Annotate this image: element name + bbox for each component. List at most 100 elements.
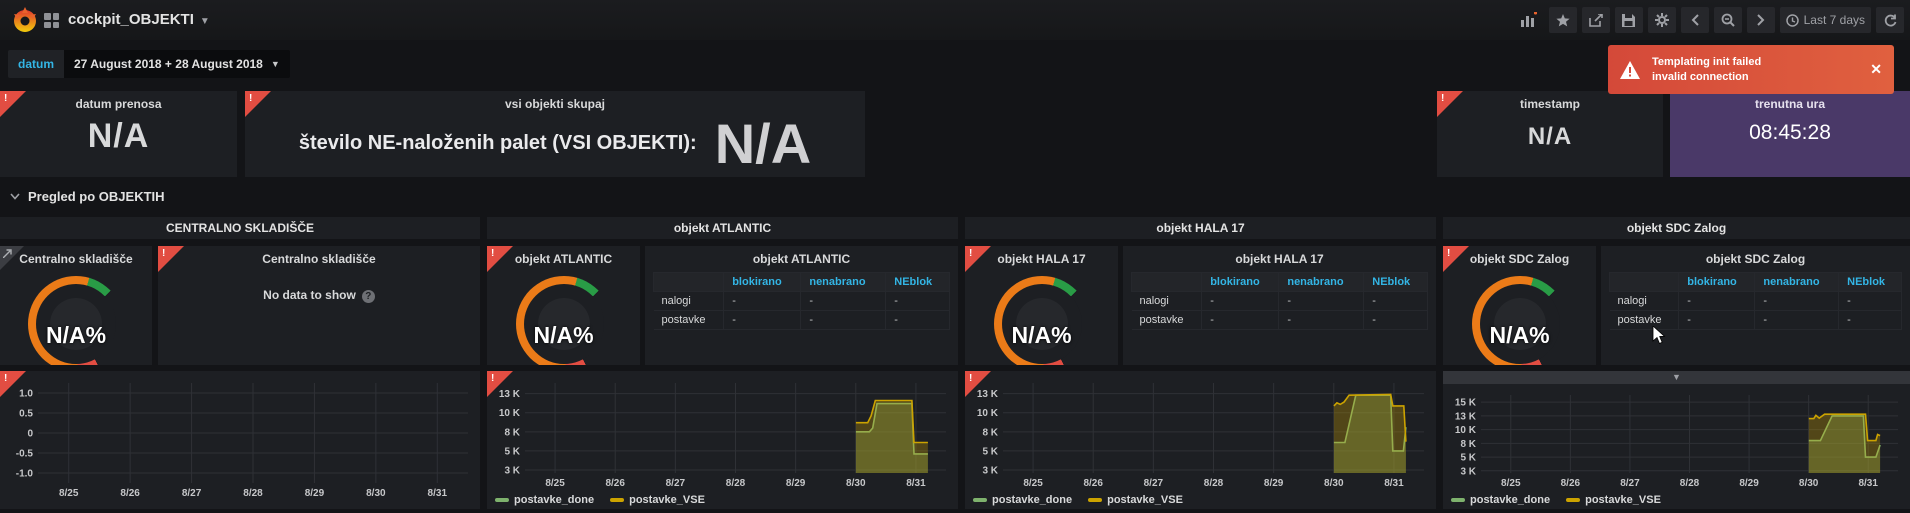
svg-text:8/28: 8/28 — [1204, 478, 1224, 489]
panel-title[interactable]: objekt HALA 17 — [997, 252, 1086, 266]
panel-drag-bar[interactable]: ▼ — [1443, 371, 1910, 384]
graph-panel-centralno-skladisce[interactable]: ! 1.0 0.5 0 -0.5 -1.0 8/25 8/26 8/27 8/28 8/29 8/3… — [0, 371, 480, 509]
panel-error-corner[interactable]: ! — [0, 91, 26, 117]
settings-gear-button[interactable] — [1647, 7, 1676, 33]
svg-text:8/30: 8/30 — [1324, 478, 1344, 489]
legend-label: postavke_VSE — [1585, 494, 1661, 506]
svg-text:8/29: 8/29 — [305, 488, 325, 499]
gauge-panel-objekt-hala-17: ! objekt HALA 17 N/A% — [965, 246, 1118, 365]
column-header[interactable]: NEblok — [1363, 272, 1428, 292]
graph-panel-objekt-sdc-zalog[interactable]: ▼ 15 K 13 K 10 K 8 K 5 K 3 K 8/25 8/26 8/27 8/28 8… — [1443, 371, 1910, 509]
error-toast: Templating init failed invalid connectio… — [1608, 45, 1894, 94]
panel-error-corner[interactable]: ! — [1437, 91, 1463, 117]
svg-text:8/30: 8/30 — [1799, 478, 1819, 489]
legend-item[interactable]: postavke_VSE — [1566, 494, 1661, 506]
legend-item[interactable]: postavke_VSE — [610, 494, 705, 506]
dashboards-grid-icon[interactable] — [44, 13, 59, 28]
panel-title[interactable]: vsi objekti skupaj — [504, 97, 606, 111]
panel-title[interactable]: objekt SDC Zalog — [1469, 252, 1570, 266]
panel-title[interactable]: timestamp — [1519, 97, 1581, 111]
timeseries-chart[interactable]: 15 K 13 K 10 K 8 K 5 K 3 K 8/25 8/26 8/27 8/28 8/2… — [1443, 371, 1910, 509]
mouse-cursor — [1652, 326, 1666, 345]
dashboard-title[interactable]: cockpit_OBJEKTI ▼ — [68, 11, 210, 28]
panel-title[interactable]: Centralno skladišče — [262, 252, 376, 266]
panel-title[interactable]: objekt HALA 17 — [1235, 252, 1324, 266]
data-table: blokirano nenabrano NEblok nalogi - - - … — [1608, 272, 1902, 330]
column-header[interactable]: nenabrano — [1278, 272, 1365, 292]
column-header[interactable]: blokirano — [1678, 272, 1756, 292]
time-shift-right-button[interactable] — [1746, 7, 1775, 33]
svg-text:8/25: 8/25 — [1023, 478, 1043, 489]
variable-value-dropdown[interactable]: 27 August 2018 + 28 August 2018 ▼ — [64, 50, 290, 78]
legend-item[interactable]: postavke_done — [1451, 494, 1550, 506]
share-button[interactable] — [1581, 7, 1610, 33]
svg-text:8/27: 8/27 — [666, 478, 686, 489]
row-title: Pregled po OBJEKTIH — [28, 188, 165, 204]
svg-text:5 K: 5 K — [504, 446, 520, 457]
graph-legend: postavke_done postavke_VSE — [973, 494, 1183, 506]
panel-menu-caret-icon[interactable]: ▼ — [1672, 372, 1681, 382]
panel-link-corner[interactable] — [0, 246, 24, 270]
legend-swatch — [1088, 498, 1103, 502]
gauge-panel-objekt-atlantic: ! objekt ATLANTIC N/A% — [487, 246, 640, 365]
time-shift-left-button[interactable] — [1680, 7, 1709, 33]
panel-title[interactable]: objekt SDC Zalog — [1705, 252, 1806, 266]
gauge-panel-objekt-sdc-zalog: ! objekt SDC Zalog N/A% — [1443, 246, 1596, 365]
panel-title[interactable]: objekt ATLANTIC — [514, 252, 613, 266]
panel-error-corner[interactable]: ! — [245, 91, 271, 117]
panel-error-corner[interactable]: ! — [0, 371, 26, 397]
row-toggle-pregled-po-objektih[interactable]: Pregled po OBJEKTIH — [10, 186, 165, 206]
legend-swatch — [1451, 498, 1465, 502]
panel-error-corner[interactable]: ! — [487, 246, 513, 272]
add-panel-button[interactable] — [1514, 7, 1544, 33]
grafana-logo[interactable] — [10, 5, 40, 35]
svg-text:8/30: 8/30 — [366, 488, 386, 499]
toast-title: Templating init failed — [1652, 55, 1762, 68]
legend-item[interactable]: postavke_done — [495, 494, 594, 506]
star-button[interactable] — [1548, 7, 1577, 33]
refresh-button[interactable] — [1876, 7, 1904, 33]
zoom-out-button[interactable] — [1713, 7, 1742, 33]
panel-error-corner[interactable]: ! — [965, 246, 991, 272]
svg-text:3 K: 3 K — [982, 465, 998, 476]
svg-text:8/26: 8/26 — [1083, 478, 1103, 489]
panel-title[interactable]: Centralno skladišče — [19, 252, 133, 266]
help-icon[interactable]: ? — [361, 290, 375, 303]
close-icon[interactable]: ✕ — [1870, 61, 1882, 77]
column-header[interactable]: blokirano — [1201, 272, 1280, 292]
column-header[interactable]: blokirano — [723, 272, 802, 292]
timeseries-chart[interactable]: 1.0 0.5 0 -0.5 -1.0 8/25 8/26 8/27 8/28 8/29 8/30 8… — [0, 371, 480, 509]
panel-title[interactable]: trenutna ura — [1754, 97, 1825, 111]
template-variable-datum: datum 27 August 2018 + 28 August 2018 ▼ — [8, 50, 290, 78]
gauge-value: N/A% — [1011, 322, 1072, 348]
svg-text:8/31: 8/31 — [1858, 478, 1878, 489]
svg-text:5 K: 5 K — [982, 446, 998, 457]
legend-item[interactable]: postavke_done — [973, 494, 1072, 506]
gauge: N/A% — [992, 274, 1092, 365]
panel-error-corner[interactable]: ! — [158, 246, 184, 272]
svg-text:8/27: 8/27 — [182, 488, 202, 499]
time-range-picker[interactable]: Last 7 days — [1779, 7, 1871, 33]
column-header[interactable]: NEblok — [1838, 272, 1902, 292]
timeseries-chart[interactable]: 13 K10 K8 K5 K3 K8/25 8/26 8/27 8/28 8/29 8/3… — [487, 371, 958, 509]
column-header[interactable]: NEblok — [885, 272, 950, 292]
column-header[interactable]: nenabrano — [1754, 272, 1840, 292]
svg-text:8/29: 8/29 — [1264, 478, 1284, 489]
save-button[interactable] — [1614, 7, 1643, 33]
panel-error-corner[interactable]: ! — [1443, 246, 1469, 272]
gauge-panel-centralno-skladisce: Centralno skladišče N/A% — [0, 246, 152, 365]
panel-title[interactable]: objekt ATLANTIC — [752, 252, 851, 266]
table-row: nalogi - - - — [1609, 291, 1902, 311]
legend-label: postavke_done — [992, 494, 1073, 506]
navbar: cockpit_OBJEKTI ▼ Last 7 days — [0, 0, 1910, 40]
timeseries-chart[interactable]: 13 K10 K8 K5 K3 K8/25 8/26 8/27 8/28 8/29 8/3… — [965, 371, 1436, 509]
legend-item[interactable]: postavke_VSE — [1088, 494, 1183, 506]
svg-text:8/29: 8/29 — [1739, 478, 1759, 489]
panel-error-corner[interactable]: ! — [487, 371, 513, 397]
column-header[interactable]: nenabrano — [800, 272, 887, 292]
panel-title[interactable]: datum prenosa — [75, 97, 162, 111]
svg-text:8 K: 8 K — [504, 427, 520, 438]
panel-error-corner[interactable]: ! — [965, 371, 991, 397]
